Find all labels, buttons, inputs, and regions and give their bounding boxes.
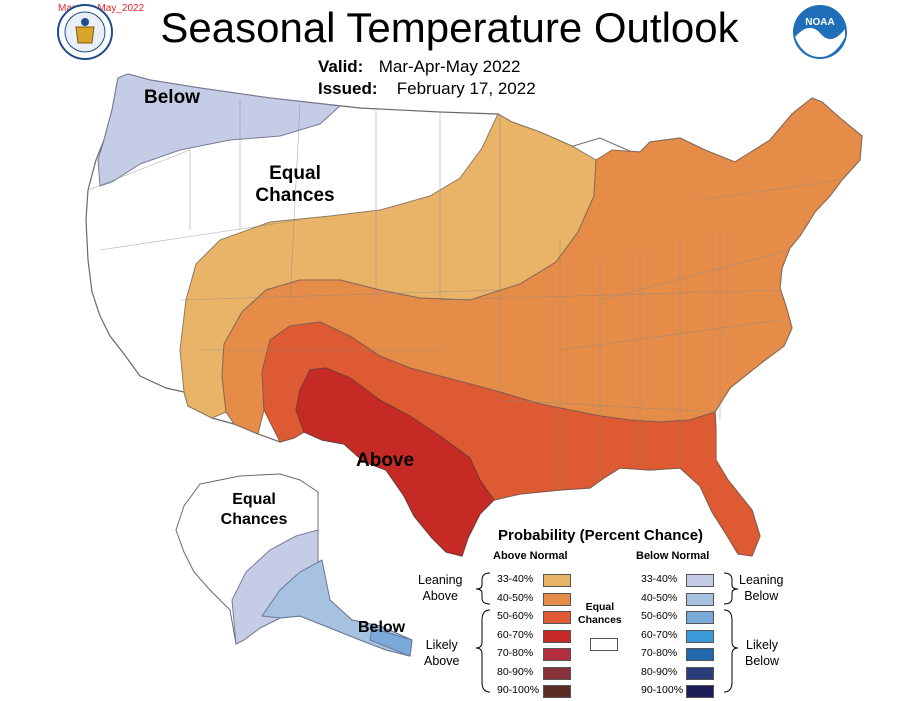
page-title: Seasonal Temperature Outlook [160,4,739,51]
legend-equal-chances: Equal Chances [578,601,622,627]
commerce-seal-icon [57,4,113,60]
label-equal-west-line1: Equal [269,163,321,184]
legend-swatch-above [543,629,571,643]
leaning-below-line1: Leaning [739,573,784,587]
legend-above-value: 33-40% [497,573,534,585]
equal-chances-line1: Equal [585,601,615,613]
label-below-alaska: Below [358,619,406,636]
legend-above-header: Above Normal [493,550,568,562]
legend-above-value: 60-70% [497,628,534,641]
valid-label: Valid: [318,57,364,76]
likely-above-line1: Likely [425,638,458,652]
brace-leaning-above [475,572,491,605]
legend-above-value: 50-60% [497,610,534,622]
brace-likely-below [723,609,739,693]
valid-value: Mar-Apr-May 2022 [378,57,521,76]
legend-swatch-below [686,685,714,698]
above-60-70-region [295,367,495,557]
legend-below-value: 90-100% [641,684,684,696]
period-stamp: Mar-Apr-May_2022 [58,3,145,14]
legend-below-value: 70-80% [641,647,678,659]
legend-swatch-below [686,648,714,661]
legend-likely-below: Likely Below [745,637,779,669]
legend-swatch-above [543,611,571,624]
legend-title: Probability (Percent Chance) [498,527,704,544]
legend-likely-above: Likely Above [424,637,459,669]
legend-below-value: 50-60% [641,610,678,622]
leaning-above-line1: Leaning [418,573,463,587]
label-equal-west-line2: Chances [255,185,335,206]
legend-swatch-above [543,592,571,606]
noaa-logo-text: NOAA [805,17,834,28]
noaa-logo-icon: NOAA [793,5,847,59]
leaning-below-line2: Below [744,589,779,603]
legend-swatch-below [686,611,714,624]
legend-above-value: 70-80% [497,647,534,659]
brace-likely-above [475,609,491,693]
legend-above-value: 90-100% [497,684,540,696]
label-below-northwest: Below [144,87,200,108]
valid-line: Valid: Mar-Apr-May 2022 [318,57,520,77]
legend-swatch-above [543,574,571,587]
leaning-above-line2: Above [422,589,458,603]
legend-above-value: 80-90% [497,665,534,678]
likely-below-line1: Likely [746,638,778,652]
legend-below-value: 80-90% [641,665,678,678]
below-nw-region [97,73,342,187]
legend-swatch-above [543,685,571,698]
label-equal-ak-line2: Chances [220,511,288,528]
legend-swatch-above [543,666,571,680]
legend-below-header: Below Normal [636,550,710,562]
legend-swatch-below [686,629,714,643]
legend-swatch-below [686,666,714,680]
label-above-south: Above [356,450,415,471]
legend-swatch-below [686,574,714,587]
label-equal-chances-west: Equal Chances [250,163,340,207]
label-equal-chances-alaska: Equal Chances [214,490,294,530]
likely-above-line2: Above [424,654,460,668]
legend-below-value: 60-70% [641,628,678,641]
legend-leaning-above: Leaning Above [418,572,463,604]
legend-below-value: 40-50% [641,591,678,604]
alaska-below-50-60-region [369,627,413,657]
legend-above-value: 40-50% [497,591,534,604]
legend-leaning-below: Leaning Below [739,572,784,604]
likely-below-line2: Below [745,654,780,668]
state-boundaries [87,100,841,490]
legend-swatch-above [543,648,571,661]
legend-swatch-below [686,592,714,606]
legend-swatch-equal-chances [590,638,618,651]
label-equal-ak-line1: Equal [232,491,276,508]
issued-label: Issued: [318,79,378,98]
brace-leaning-below [723,572,739,605]
issued-value: February 17, 2022 [396,79,536,98]
legend-below-value: 33-40% [641,573,678,585]
issued-line: Issued: February 17, 2022 [318,79,536,99]
equal-chances-line2: Chances [578,614,622,626]
